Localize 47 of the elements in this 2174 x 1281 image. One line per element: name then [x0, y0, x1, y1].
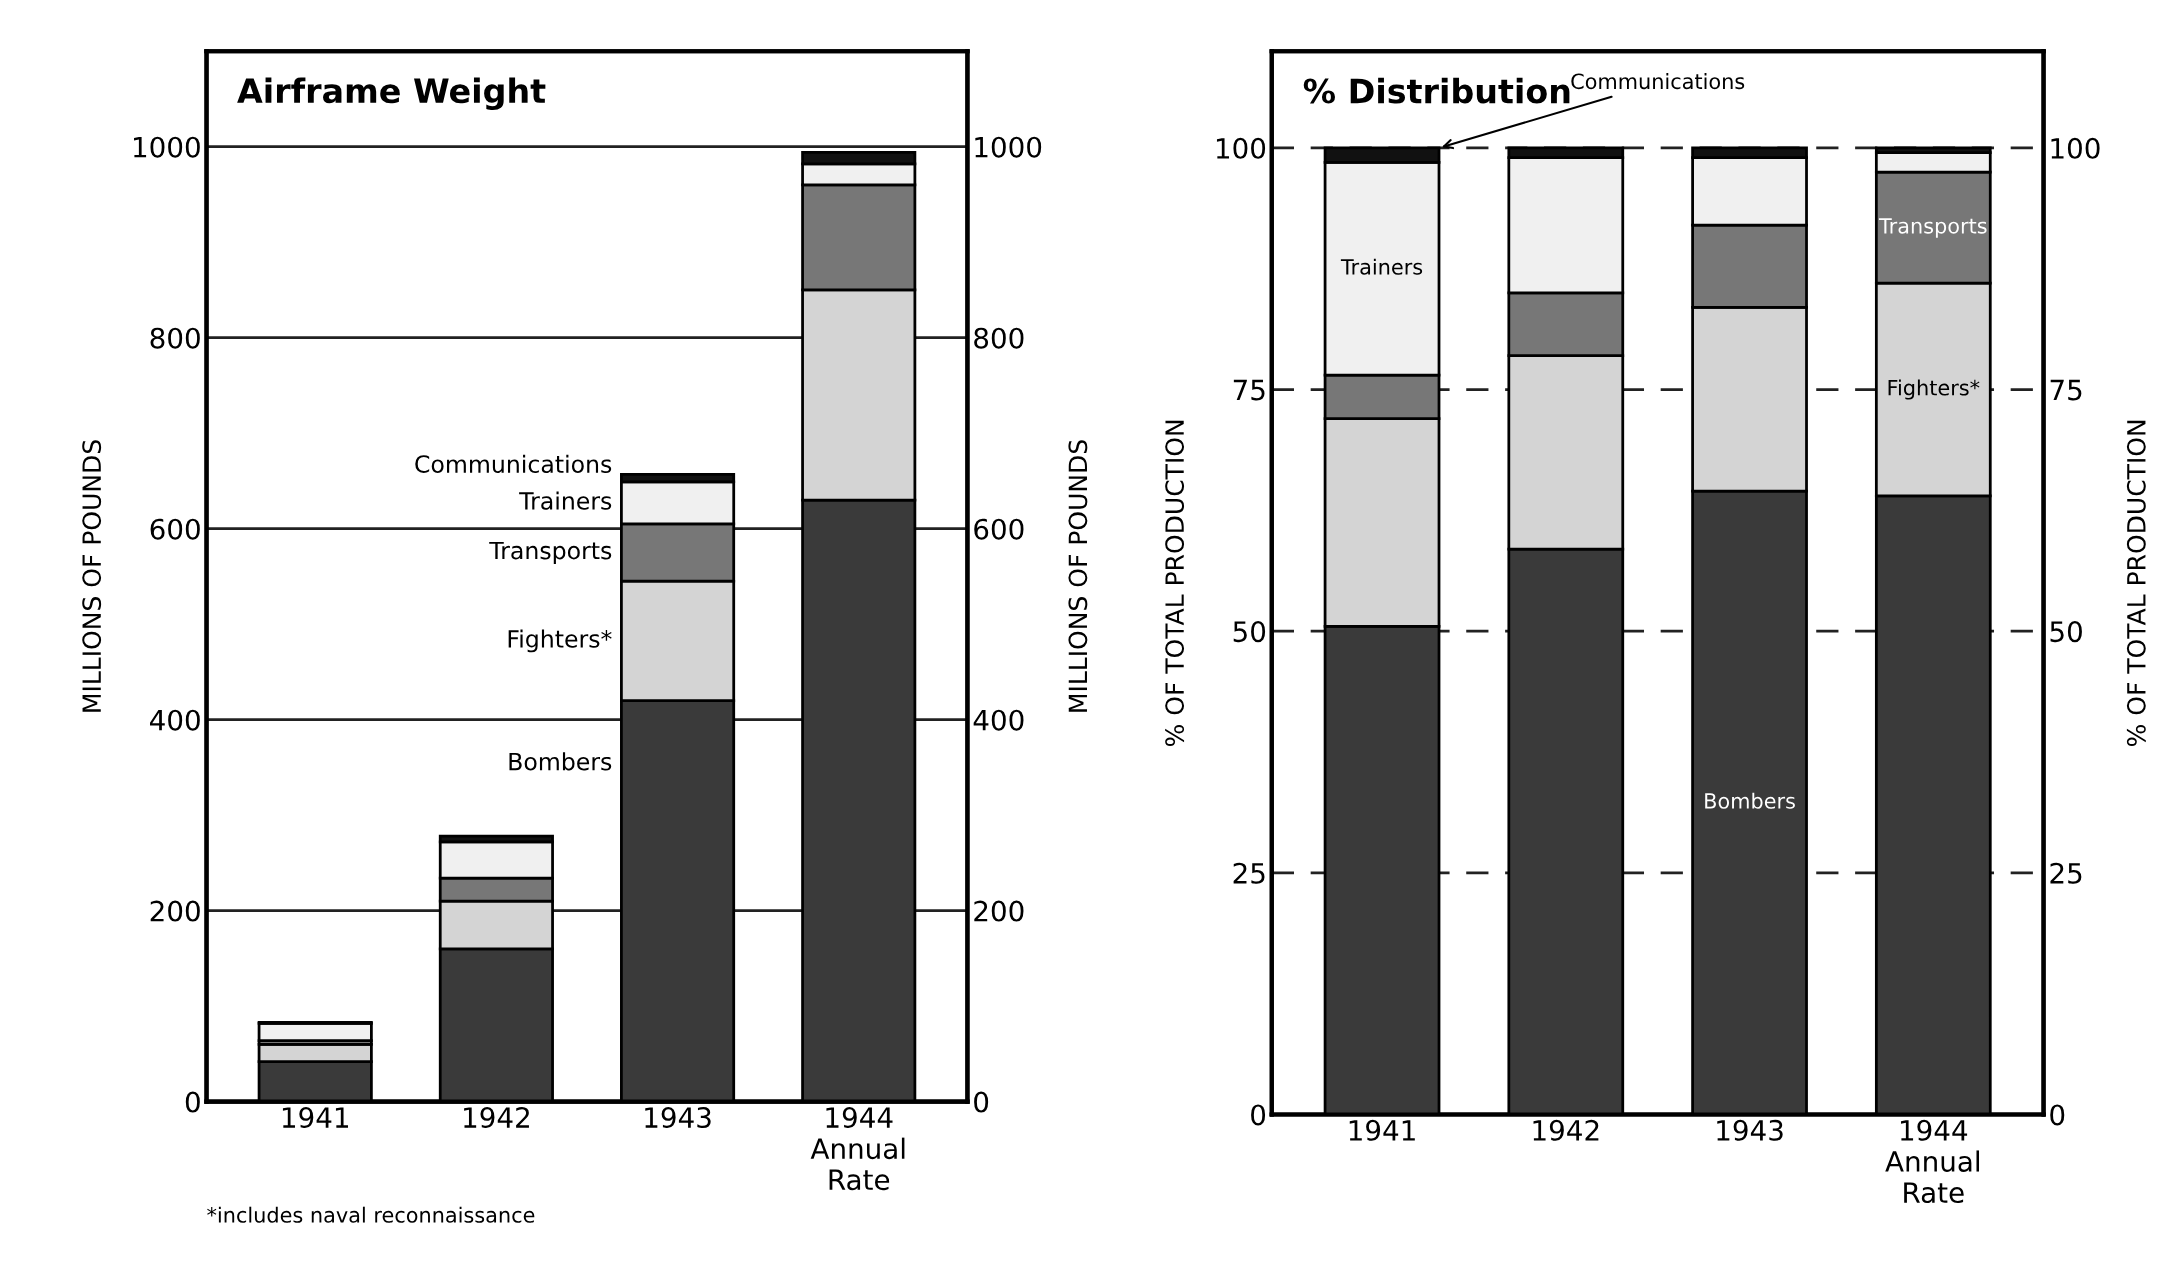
y2-tick-label: 50 — [2050, 621, 2082, 643]
y2-tick-label: 200 — [974, 900, 1024, 922]
y2-tick-label: 75 — [2050, 379, 2082, 401]
series-label: Fighters* — [508, 629, 612, 653]
text: % Distribution — [1303, 77, 1570, 104]
series-label: Trainers — [1340, 258, 1423, 275]
y2-axis-title: % OF TOTAL PRODUCTION — [2126, 420, 2146, 747]
x-tick-label: 1943 — [1717, 1119, 1783, 1141]
x-tick-label: 1943 — [645, 1107, 711, 1129]
x-tick-label: 1942 — [464, 1107, 529, 1129]
y2-tick-label: 1000 — [975, 136, 1042, 158]
series-label: Communications — [415, 454, 612, 474]
x-tick-label: 1941 — [282, 1107, 349, 1129]
y2-tick-label: 600 — [974, 518, 1024, 540]
text: Airframe Weight — [237, 77, 546, 111]
y-tick-label: 1000 — [134, 136, 200, 158]
y-tick-label: 400 — [150, 709, 200, 731]
y2-tick-label: 400 — [973, 709, 1024, 731]
series-label: Bombers — [1705, 792, 1795, 809]
y2-tick-label: 100 — [2051, 137, 2100, 159]
y-tick-label: 50 — [1233, 621, 1266, 643]
x-tick-label: 1944 Annual Rate — [1885, 1119, 1979, 1204]
series-label: Transports — [489, 541, 612, 564]
y-axis-title: % OF TOTAL PRODUCTION — [1165, 420, 1185, 747]
text: Communications — [1571, 73, 1745, 90]
y-tick-label: 75 — [1233, 379, 1265, 401]
y-tick-label: 0 — [1251, 1104, 1266, 1126]
series-label: Trainers — [519, 491, 612, 510]
y2-tick-label: 0 — [2050, 1104, 2065, 1126]
x-tick-label: 1941 — [1349, 1119, 1415, 1141]
y-axis-title: MILLIONS OF POUNDS — [82, 440, 102, 712]
y-tick-label: 100 — [1216, 137, 1266, 159]
x-tick-label: 1942 — [1533, 1119, 1599, 1141]
y2-tick-label: 0 — [974, 1091, 989, 1113]
series-label: Fighters* — [1888, 379, 1980, 400]
series-label: Transports — [1878, 218, 1987, 238]
y-tick-label: 25 — [1233, 862, 1265, 884]
y-tick-label: 800 — [150, 327, 200, 349]
series-label: Bombers — [509, 752, 612, 771]
y-tick-label: 200 — [150, 900, 200, 922]
x-tick-label: 1944 Annual Rate — [810, 1107, 905, 1191]
y-tick-label: 0 — [185, 1091, 200, 1113]
text: *includes naval reconnaissance — [207, 1206, 535, 1223]
y2-tick-label: 25 — [2050, 862, 2082, 884]
y2-axis-title: MILLIONS OF POUNDS — [1068, 440, 1088, 712]
y2-tick-label: 800 — [974, 327, 1024, 349]
y-tick-label: 600 — [150, 518, 200, 540]
